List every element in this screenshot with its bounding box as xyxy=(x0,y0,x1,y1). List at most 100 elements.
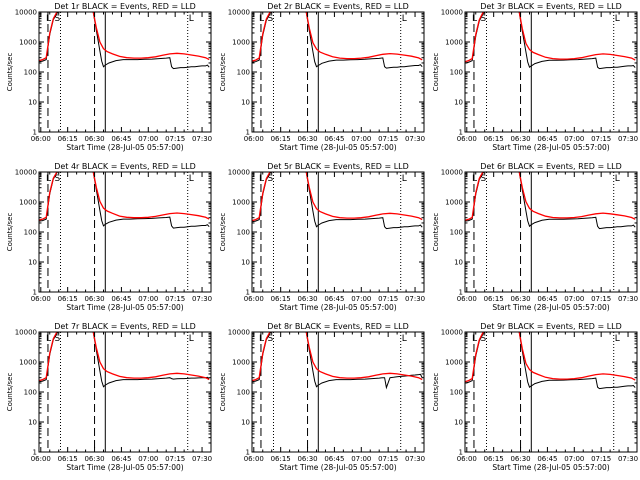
x-tick-label: 06:30 xyxy=(297,135,317,143)
y-tick-label: 10000 xyxy=(15,9,37,17)
y-tick-label: 1 xyxy=(246,449,250,457)
y-axis-label: Counts/sec xyxy=(6,373,14,412)
y-tick-label: 10000 xyxy=(15,329,37,337)
y-tick-label: 1000 xyxy=(232,39,250,47)
plot-frame xyxy=(251,331,425,453)
x-tick-label: 06:45 xyxy=(324,295,344,303)
x-tick-label: 07:00 xyxy=(351,455,371,463)
x-tick-label: 06:00 xyxy=(457,455,477,463)
x-tick-label: 07:00 xyxy=(138,135,158,143)
y-tick-label: 100 xyxy=(237,229,250,237)
y-tick-label: 10000 xyxy=(441,9,463,17)
y-tick-label: 10000 xyxy=(441,329,463,337)
x-tick-label: 06:00 xyxy=(457,135,477,143)
plot-frame xyxy=(38,11,212,133)
y-tick-label: 10000 xyxy=(228,329,250,337)
x-tick-label: 06:15 xyxy=(271,135,291,143)
corner-symbol-l: L xyxy=(46,14,51,24)
y-tick-label: 10 xyxy=(241,99,250,107)
x-tick-label: 07:30 xyxy=(192,295,212,303)
series-group xyxy=(39,332,210,388)
y-axis-label: Counts/sec xyxy=(6,213,14,252)
chart-title: Det 1r BLACK = Events, RED = LLD xyxy=(54,2,196,11)
plot-frame xyxy=(251,11,425,133)
x-tick-label: 06:00 xyxy=(31,455,51,463)
x-tick-label: 06:30 xyxy=(84,455,104,463)
x-axis-label: Start Time (28-Jul-05 05:57:00) xyxy=(492,463,609,472)
x-tick-label: 06:15 xyxy=(271,295,291,303)
y-tick-label: 10 xyxy=(241,419,250,427)
y-tick-label: 100 xyxy=(24,389,37,397)
series-group xyxy=(252,332,423,390)
y-tick-label: 100 xyxy=(450,69,463,77)
corner-symbol-l: L xyxy=(46,174,51,184)
series-group xyxy=(465,12,636,70)
corner-symbol-l-right: L xyxy=(189,174,194,184)
x-tick-label: 07:15 xyxy=(165,135,185,143)
y-tick-label: 100 xyxy=(24,229,37,237)
x-tick-label: 06:45 xyxy=(111,135,131,143)
y-tick-label: 10000 xyxy=(15,169,37,177)
x-tick-label: 06:30 xyxy=(297,455,317,463)
corner-symbol-l: L xyxy=(259,174,264,184)
x-tick-label: 07:00 xyxy=(351,295,371,303)
y-axis-label: Counts/sec xyxy=(219,373,227,412)
x-tick-label: 07:30 xyxy=(192,135,212,143)
corner-symbol-l-right: L xyxy=(615,174,620,184)
y-tick-label: 10000 xyxy=(441,169,463,177)
x-tick-label: 07:30 xyxy=(192,455,212,463)
chart-title: Det 8r BLACK = Events, RED = LLD xyxy=(267,322,409,331)
x-tick-label: 07:00 xyxy=(351,135,371,143)
x-tick-label: 07:15 xyxy=(165,455,185,463)
corner-symbol-s: S xyxy=(55,334,61,344)
y-axis-label: Counts/sec xyxy=(219,213,227,252)
corner-symbol-s: S xyxy=(268,334,274,344)
x-tick-label: 06:15 xyxy=(271,455,291,463)
x-tick-label: 06:00 xyxy=(244,135,264,143)
marker-lines xyxy=(47,172,189,292)
corner-symbol-s: S xyxy=(268,174,274,184)
y-tick-label: 1000 xyxy=(445,359,463,367)
x-tick-label: 07:00 xyxy=(138,295,158,303)
corner-symbol-l: L xyxy=(46,334,51,344)
y-tick-label: 1 xyxy=(246,129,250,137)
corner-symbol-s: S xyxy=(268,14,274,24)
y-axis-label: Counts/sec xyxy=(432,373,440,412)
y-tick-label: 100 xyxy=(24,69,37,77)
x-tick-label: 07:00 xyxy=(138,455,158,463)
marker-lines xyxy=(47,332,189,452)
y-tick-label: 1000 xyxy=(445,199,463,207)
events-series-line xyxy=(39,12,210,70)
x-tick-label: 06:30 xyxy=(297,295,317,303)
plot-frame xyxy=(251,171,425,293)
events-series-line xyxy=(39,172,210,229)
corner-symbol-l-right: L xyxy=(615,14,620,24)
corner-symbol-l: L xyxy=(472,14,477,24)
x-tick-label: 06:15 xyxy=(58,455,78,463)
lld-series-line xyxy=(252,12,423,62)
x-tick-label: 06:45 xyxy=(537,295,557,303)
marker-lines xyxy=(47,12,189,132)
y-tick-label: 1000 xyxy=(445,39,463,47)
y-tick-label: 100 xyxy=(237,69,250,77)
chart-title: Det 4r BLACK = Events, RED = LLD xyxy=(54,162,196,171)
x-tick-label: 07:15 xyxy=(591,455,611,463)
x-tick-label: 06:15 xyxy=(58,295,78,303)
marker-lines xyxy=(260,332,402,452)
corner-symbol-l-right: L xyxy=(402,174,407,184)
chart-title: Det 7r BLACK = Events, RED = LLD xyxy=(54,322,196,331)
lld-series-line xyxy=(39,332,210,382)
y-tick-label: 10 xyxy=(28,259,37,267)
x-tick-label: 07:00 xyxy=(564,455,584,463)
x-tick-label: 06:15 xyxy=(484,455,504,463)
corner-symbol-s: S xyxy=(481,334,487,344)
y-tick-label: 10 xyxy=(28,99,37,107)
series-group xyxy=(465,332,636,390)
x-tick-label: 07:15 xyxy=(378,455,398,463)
x-tick-label: 07:15 xyxy=(165,295,185,303)
plot-frame xyxy=(38,171,212,293)
series-group xyxy=(39,172,210,229)
x-tick-label: 06:30 xyxy=(84,135,104,143)
y-tick-label: 100 xyxy=(237,389,250,397)
